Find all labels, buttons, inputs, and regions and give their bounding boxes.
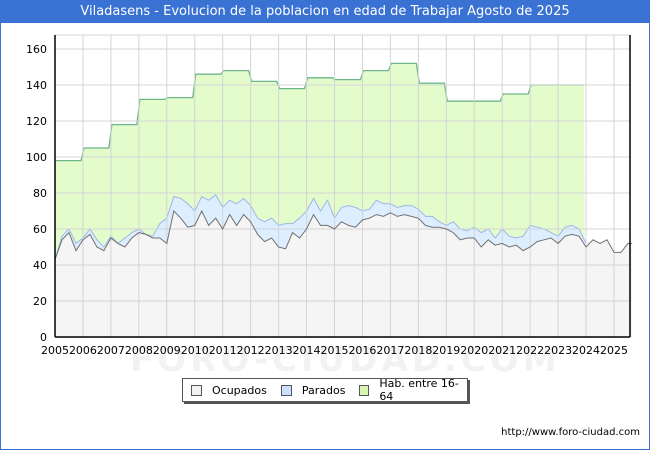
x-tick-label: 2007	[97, 344, 125, 357]
legend-label: Hab. entre 16-64	[379, 377, 459, 403]
chart-title: Viladasens - Evolucion de la poblacion e…	[0, 0, 650, 23]
legend-item-parados: Parados	[280, 383, 346, 397]
x-tick-label: 2019	[432, 344, 460, 357]
y-tick-label: 160	[26, 43, 47, 56]
x-tick-label: 2017	[376, 344, 404, 357]
legend-swatch-parados	[280, 384, 292, 396]
legend-item-habitantes: Hab. entre 16-64	[359, 377, 461, 403]
x-tick-label: 2014	[293, 344, 321, 357]
y-tick-label: 80	[33, 187, 47, 200]
legend-label: Parados	[301, 383, 346, 397]
x-tick-label: 2009	[153, 344, 181, 357]
x-tick-label: 2025	[600, 344, 628, 357]
x-tick-label: 2008	[125, 344, 153, 357]
legend-swatch-ocupados	[191, 384, 202, 396]
legend-item-ocupados: Ocupados	[191, 384, 267, 397]
x-tick-label: 2022	[516, 344, 544, 357]
x-tick-label: 2016	[348, 344, 376, 357]
source-url: http://www.foro-ciudad.com	[501, 427, 640, 438]
y-tick-label: 100	[26, 151, 47, 164]
x-tick-label: 2023	[544, 344, 572, 357]
y-tick-label: 60	[33, 223, 47, 236]
watermark: FORO-CIUDAD.COM	[130, 340, 561, 380]
legend-swatch-habitantes	[359, 384, 370, 396]
x-tick-label: 2024	[572, 344, 600, 357]
y-tick-label: 0	[40, 331, 47, 344]
x-tick-label: 2005	[41, 344, 69, 357]
x-tick-label: 2012	[237, 344, 265, 357]
x-tick-label: 2010	[181, 344, 209, 357]
y-tick-label: 140	[26, 79, 47, 92]
x-tick-label: 2013	[265, 344, 293, 357]
x-tick-label: 2006	[69, 344, 97, 357]
x-tick-label: 2015	[321, 344, 349, 357]
y-tick-label: 120	[26, 115, 47, 128]
x-tick-label: 2011	[209, 344, 237, 357]
x-tick-label: 2018	[404, 344, 432, 357]
legend-label: Ocupados	[212, 383, 267, 397]
x-tick-label: 2020	[460, 344, 488, 357]
legend: Ocupados Parados Hab. entre 16-64	[182, 377, 468, 403]
y-tick-label: 20	[33, 295, 47, 308]
y-tick-label: 40	[33, 259, 47, 272]
x-tick-label: 2021	[488, 344, 516, 357]
